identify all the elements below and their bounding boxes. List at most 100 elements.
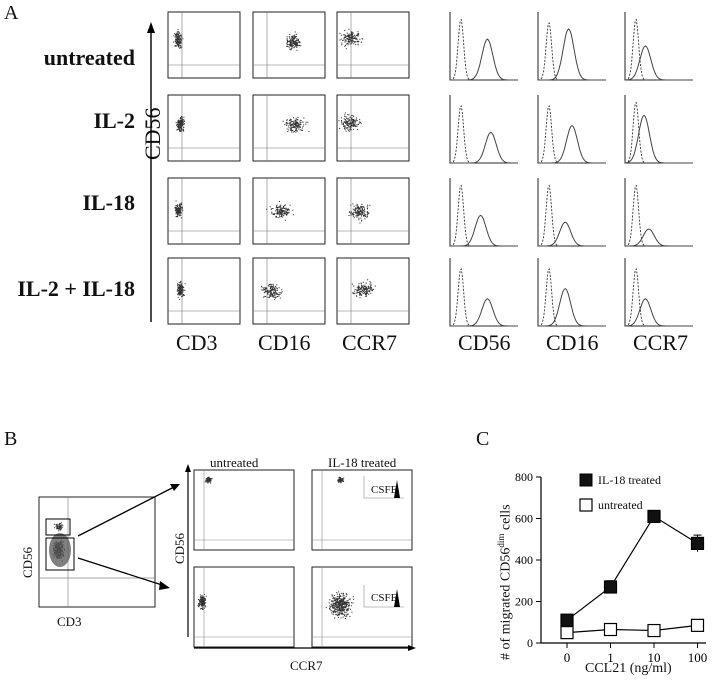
gate-arrow-lower-head xyxy=(159,581,170,590)
c-data-point xyxy=(560,626,574,640)
condition-label-il18: IL-18 xyxy=(82,190,135,215)
dotplot-frame xyxy=(252,11,326,79)
panel-c-chart: 0 200 400 600 800 0 1 10 100 xyxy=(515,470,707,665)
dotplot-x-label-cd16: CD16 xyxy=(258,330,311,355)
histogram-control-curve xyxy=(449,268,518,327)
dotplot-x-label-ccr7: CCR7 xyxy=(342,330,398,355)
column-title-untreated: untreated xyxy=(210,455,259,470)
csfe-inset-axes xyxy=(363,585,404,608)
dotplot-events xyxy=(282,116,310,133)
histogram-control-curve xyxy=(537,184,606,247)
histogram-stain-curve xyxy=(625,228,693,247)
panel-c-letter: C xyxy=(476,428,490,450)
dotplot-events xyxy=(266,201,294,221)
b-plot-frame xyxy=(193,469,295,551)
panel-c-x-label: CCL21 (ng/ml) xyxy=(585,661,672,676)
dotplot-frame xyxy=(167,257,241,325)
c-x-tick-label: 1 xyxy=(607,650,614,665)
b-plot-events xyxy=(204,476,213,484)
c-series-line xyxy=(566,624,698,634)
gate-bright xyxy=(45,518,71,536)
histogram-control-curve xyxy=(449,184,518,247)
histogram-stain-curve xyxy=(450,38,518,81)
dotplot-frame xyxy=(252,257,326,325)
gate-plot-frame xyxy=(38,496,156,608)
inset-label-csfe-top: CSFE xyxy=(371,484,398,496)
c-y-tick-label: 0 xyxy=(527,636,533,650)
histogram-stain-curve xyxy=(624,114,693,164)
condition-label-il2-il18: IL-2 + IL-18 xyxy=(17,276,135,301)
dotplot-frame xyxy=(336,11,410,79)
histogram-control-curve xyxy=(624,101,693,164)
c-y-tick-label: 800 xyxy=(515,470,533,484)
gate-dim xyxy=(45,537,75,571)
histogram-control-curve xyxy=(537,105,606,164)
gate-plot-dense-core xyxy=(49,533,71,567)
histogram-stain-curve xyxy=(450,214,518,247)
c-data-point xyxy=(560,613,574,627)
csfe-inset-peak xyxy=(394,480,400,498)
histogram-control-curve xyxy=(449,105,518,164)
histogram-axes xyxy=(537,258,606,327)
dotplot-events xyxy=(175,116,186,132)
column-title-il18-treated: IL-18 treated xyxy=(328,455,397,470)
dotplot-events xyxy=(174,200,184,219)
dotplot-frame xyxy=(167,11,241,79)
c-y-tick-label: 200 xyxy=(515,595,533,609)
histogram-stain-curve xyxy=(538,287,606,327)
dotplot-events xyxy=(176,280,186,300)
histogram-grid xyxy=(449,12,693,327)
dotplot-frame xyxy=(167,94,241,162)
dotplot-events xyxy=(286,31,302,51)
histogram-stain-curve xyxy=(538,124,606,164)
histogram-stain-curve xyxy=(538,28,606,81)
histogram-axes xyxy=(537,95,606,164)
dotplot-frame xyxy=(336,177,410,245)
b-plot-frame xyxy=(311,566,413,648)
c-data-point xyxy=(690,618,705,632)
inset-label-csfe-bottom: CSFE xyxy=(371,592,398,604)
histogram-axes xyxy=(449,95,518,164)
c-x-tick-label: 0 xyxy=(564,650,571,665)
histogram-stain-curve xyxy=(450,131,518,164)
legend-marker-untreated xyxy=(579,498,593,512)
b-plot-events xyxy=(325,591,355,619)
condition-label-il2: IL-2 xyxy=(93,108,135,133)
b-plot-events xyxy=(337,476,345,484)
condition-label-untreated: untreated xyxy=(43,45,135,70)
histogram-axes xyxy=(624,258,693,327)
c-data-point xyxy=(647,509,661,524)
legend-label-untreated: untreated xyxy=(598,498,643,512)
csfe-inset-peak xyxy=(394,589,400,607)
legend-marker-il18-treated xyxy=(579,473,593,487)
gate-arrow-upper xyxy=(77,486,175,537)
gate-arrow-lower xyxy=(77,557,163,586)
b-plot-frame xyxy=(193,566,295,648)
histogram-control-curve xyxy=(537,22,606,81)
dotplot-events xyxy=(348,203,371,224)
panel-a-letter: A xyxy=(4,2,19,24)
dotplot-x-label-cd3: CD3 xyxy=(176,330,218,355)
c-series-line xyxy=(566,515,698,621)
legend-label-il18-treated: IL-18 treated xyxy=(598,473,661,487)
c-x-tick-label: 100 xyxy=(688,650,708,665)
histogram-x-label-cd16: CD16 xyxy=(546,330,599,355)
gate-plot-events-bright xyxy=(53,522,64,532)
histogram-x-label-ccr7: CCR7 xyxy=(633,330,689,355)
dotplot-frame xyxy=(252,94,326,162)
gate-plot xyxy=(38,496,156,608)
panel-a-arrow-head xyxy=(147,22,155,33)
dotplot-events xyxy=(338,112,362,132)
panel-b-plots xyxy=(193,469,413,648)
c-x-tick-label: 10 xyxy=(648,650,661,665)
histogram-axes xyxy=(449,258,518,327)
dotplot-frame xyxy=(252,177,326,245)
c-data-point xyxy=(647,623,661,638)
c-y-tick-label: 600 xyxy=(515,512,533,526)
gate-plot-x-label: CD3 xyxy=(57,614,82,629)
histogram-stain-curve xyxy=(624,298,693,327)
b-plot-events xyxy=(197,594,207,610)
b-plot-frame xyxy=(311,469,413,551)
